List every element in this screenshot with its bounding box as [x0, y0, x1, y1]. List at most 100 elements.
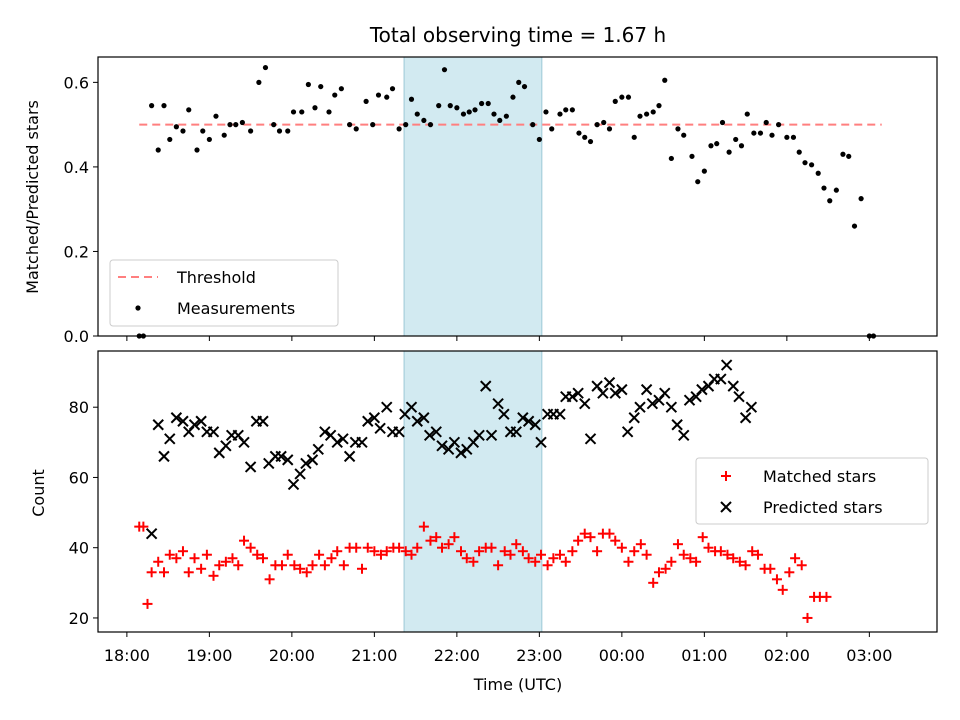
- data-point-b: [640, 383, 653, 396]
- data-point: [576, 130, 582, 136]
- data-point: [436, 440, 448, 452]
- data-point: [183, 567, 194, 578]
- data-point: [486, 542, 497, 553]
- data-point: [851, 223, 858, 229]
- data-point: [443, 539, 454, 550]
- data-point-b: [177, 415, 189, 427]
- legend: Matched stars Predicted stars: [695, 457, 929, 525]
- data-point: [351, 542, 362, 553]
- data-point: [427, 122, 434, 128]
- data-point: [701, 168, 707, 174]
- data-point: [616, 383, 628, 396]
- data-point: [381, 401, 393, 413]
- data-point: [765, 563, 776, 574]
- data-point-b: [368, 412, 381, 424]
- data-point: [455, 546, 466, 557]
- data-point: [691, 556, 702, 567]
- data-point: [503, 113, 509, 119]
- data-point: [418, 521, 429, 532]
- data-point: [177, 415, 189, 427]
- data-point: [493, 560, 504, 571]
- data-point: [678, 549, 689, 560]
- data-point-b: [287, 478, 300, 491]
- data-point: [347, 122, 353, 128]
- data-point: [276, 560, 287, 571]
- data-point: [542, 560, 553, 571]
- data-point: [437, 542, 448, 553]
- data-point-b: [498, 408, 510, 420]
- data-point-b: [158, 450, 170, 463]
- data-point: [312, 443, 324, 456]
- data-point: [802, 612, 813, 623]
- data-point: [337, 433, 349, 445]
- data-point: [517, 546, 528, 557]
- data-point: [697, 532, 708, 543]
- data-point: [447, 103, 453, 109]
- data-point: [264, 574, 275, 585]
- data-point-b: [683, 394, 696, 406]
- data-point-b: [319, 426, 331, 438]
- data-point: [597, 387, 609, 399]
- data-point-b: [418, 412, 430, 424]
- data-point: [282, 549, 293, 560]
- data-point-b: [665, 401, 678, 413]
- data-point: [418, 412, 430, 424]
- axes-frame: [97, 350, 938, 633]
- data-point: [681, 132, 687, 138]
- data-point-b: [448, 436, 461, 449]
- series-matched-stars: [134, 521, 832, 623]
- data-point: [314, 549, 325, 560]
- data-point-b: [405, 401, 418, 413]
- legend-predicted-swatch: [720, 501, 732, 513]
- data-point: [393, 426, 405, 438]
- data-point: [683, 394, 696, 406]
- data-point: [173, 124, 179, 130]
- data-point: [468, 556, 479, 567]
- data-point: [318, 83, 324, 90]
- data-point: [256, 79, 262, 85]
- data-point: [161, 103, 167, 109]
- count-panel: 20 40 60 80 18:00 19:00 20:00 21:00 22:00 23:00 00…: [69, 350, 938, 665]
- data-point-b: [696, 383, 708, 396]
- data-point-b: [356, 436, 368, 449]
- data-point: [510, 426, 522, 438]
- data-point: [554, 549, 565, 560]
- data-point-b: [232, 429, 244, 442]
- data-point: [634, 401, 646, 413]
- x-tick-label: 00:00: [599, 646, 645, 665]
- data-point: [472, 107, 478, 113]
- data-point: [384, 94, 390, 100]
- data-point: [343, 450, 356, 463]
- data-point-b: [535, 436, 547, 449]
- data-point: [530, 122, 536, 128]
- data-point: [158, 450, 170, 463]
- data-point: [411, 415, 423, 427]
- data-point: [740, 560, 751, 571]
- data-point: [406, 549, 417, 560]
- data-point: [369, 546, 380, 557]
- data-point: [815, 170, 821, 176]
- data-point-b: [324, 429, 337, 442]
- data-point: [301, 567, 312, 578]
- data-point: [227, 553, 238, 564]
- data-point: [809, 162, 815, 168]
- data-point: [307, 560, 318, 571]
- data-point: [653, 567, 664, 578]
- data-point-b: [659, 387, 671, 399]
- x-tick-label: 03:00: [846, 646, 892, 665]
- data-point: [244, 461, 257, 473]
- data-point: [362, 542, 373, 553]
- top-y-axis-label: Matched/Predicted stars: [23, 100, 42, 294]
- data-point: [295, 563, 306, 574]
- data-point: [153, 556, 164, 567]
- data-point: [566, 390, 579, 403]
- data-point: [449, 532, 460, 543]
- data-point: [233, 560, 244, 571]
- data-point: [220, 440, 232, 452]
- observing-window-span: [403, 350, 543, 633]
- data-point: [521, 83, 528, 90]
- data-point-b: [517, 412, 529, 424]
- legend: Threshold Measurements: [109, 259, 339, 327]
- data-point-b: [720, 359, 733, 371]
- x-tick-label: 23:00: [516, 646, 562, 665]
